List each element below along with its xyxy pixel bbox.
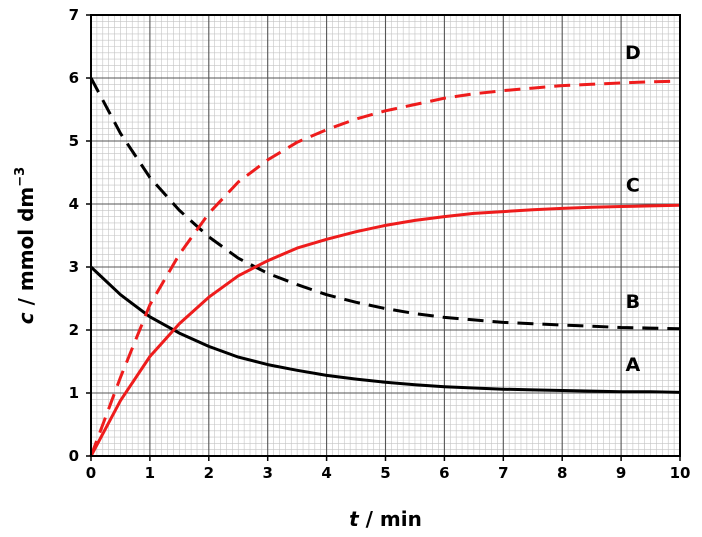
x-axis-unit: / min [359, 507, 422, 531]
y-axis-title: c / mmol dm−3 [13, 167, 38, 324]
x-tick-label: 4 [321, 464, 331, 482]
y-axis-unit: / mmol dm [14, 187, 38, 313]
series-line-a [89, 265, 681, 394]
y-axis-unit-exponent: −3 [13, 167, 28, 187]
series-label-d: D [625, 42, 641, 64]
x-tick-label: 5 [380, 464, 390, 482]
y-tick-label: 2 [69, 321, 79, 339]
x-tick-label: 2 [204, 464, 214, 482]
y-tick-labels: 0 1 2 3 4 5 6 7 [69, 6, 79, 465]
x-axis-variable: t [349, 507, 360, 531]
x-tick-label: 3 [262, 464, 272, 482]
series-label-c: C [626, 174, 640, 196]
y-tick-label: 3 [69, 258, 79, 276]
series-label-b: B [626, 291, 640, 313]
x-tick-label: 10 [670, 464, 691, 482]
series-labels: A B C D [625, 42, 641, 376]
y-tick-label: 6 [69, 69, 79, 87]
x-tick-label: 1 [145, 464, 155, 482]
series-label-a: A [626, 354, 641, 376]
y-tick-label: 4 [69, 195, 79, 213]
tick-marks [86, 14, 681, 461]
x-axis-title: t / min [349, 507, 422, 531]
series-lines [89, 77, 681, 457]
x-tick-label: 7 [498, 464, 508, 482]
y-tick-label: 5 [69, 132, 79, 150]
x-tick-label: 0 [86, 464, 96, 482]
y-tick-label: 1 [69, 384, 79, 402]
y-tick-label: 0 [69, 447, 79, 465]
series-line-c [89, 203, 681, 457]
y-axis-variable: c [14, 312, 38, 324]
series-line-b [89, 77, 681, 331]
x-tick-label: 9 [616, 464, 626, 482]
x-tick-label: 6 [439, 464, 449, 482]
y-tick-label: 7 [69, 6, 79, 24]
x-tick-labels: 0 1 2 3 4 5 6 7 8 9 10 [86, 464, 691, 482]
series-line-d [89, 79, 681, 457]
x-tick-label: 8 [557, 464, 567, 482]
